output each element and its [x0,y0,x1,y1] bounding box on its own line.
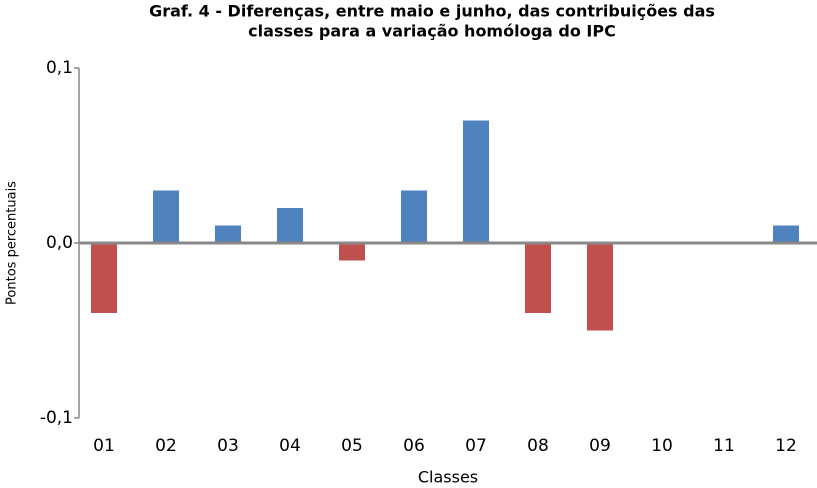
chart-title: Graf. 4 - Diferenças, entre maio e junho… [149,2,715,21]
y-axis-label: Pontos percentuais [5,181,20,305]
x-axis-label: Classes [418,468,478,487]
bar [401,190,427,243]
x-tick-label: 12 [775,436,797,456]
x-tick-label: 08 [527,436,549,456]
y-tick-label: 0,1 [46,58,73,78]
bar [525,243,551,313]
bar [587,243,613,331]
x-tick-label: 03 [217,436,239,456]
bar [339,243,365,261]
x-tick-label: 11 [713,436,735,456]
bar [91,243,117,313]
bar [277,208,303,243]
x-tick-label: 04 [279,436,301,456]
bar [463,120,489,243]
x-tick-label: 01 [93,436,115,456]
x-tick-label: 06 [403,436,425,456]
bar [215,225,241,243]
x-tick-label: 09 [589,436,611,456]
y-tick-label: 0,0 [46,233,73,253]
bar [153,190,179,243]
x-tick-label: 10 [651,436,673,456]
bar [773,225,799,243]
chart-title: classes para a variação homóloga do IPC [248,22,616,41]
x-tick-label: 07 [465,436,487,456]
x-tick-label: 02 [155,436,177,456]
y-tick-label: -0,1 [40,408,73,428]
x-tick-label: 05 [341,436,363,456]
